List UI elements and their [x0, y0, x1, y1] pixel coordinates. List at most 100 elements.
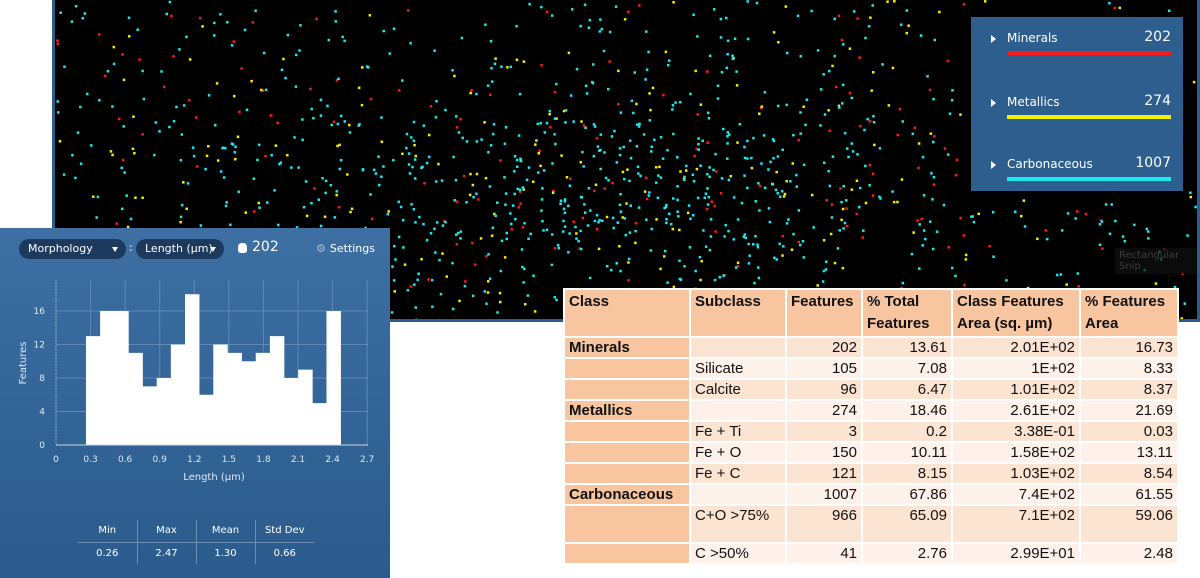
particle-dot: [665, 221, 668, 225]
metric-dropdown[interactable]: Length (µm): [136, 239, 224, 259]
histogram-bar[interactable]: [142, 386, 158, 445]
histogram-bar[interactable]: [326, 311, 341, 445]
histogram-bar[interactable]: [185, 294, 200, 445]
particle-dot: [864, 201, 868, 205]
particle-dot: [98, 98, 101, 102]
particle-dot: [491, 226, 495, 230]
particle-dot: [751, 243, 755, 246]
particle-dot: [693, 154, 696, 158]
particle-dot: [518, 92, 522, 96]
particle-dot: [175, 105, 178, 109]
histogram-bar[interactable]: [114, 311, 129, 445]
particle-dot: [380, 116, 383, 119]
particle-dot: [630, 99, 634, 103]
cell-pct-area: 61.55: [1081, 485, 1177, 504]
cell-area: 1.58E+02: [953, 443, 1079, 462]
particle-dot: [785, 222, 789, 225]
histogram-bar[interactable]: [85, 336, 101, 445]
particle-dot: [759, 106, 763, 110]
particle-dot: [951, 89, 954, 92]
particle-dot: [519, 190, 522, 194]
histogram-bar[interactable]: [128, 352, 143, 445]
histogram-bar[interactable]: [227, 352, 242, 445]
histogram-bar[interactable]: [255, 352, 271, 445]
particle-dot: [503, 256, 507, 259]
particle-dot: [81, 17, 85, 20]
particle-dot: [988, 244, 991, 248]
particle-dot: [928, 220, 932, 223]
particle-dot: [833, 17, 836, 21]
particle-dot: [515, 58, 519, 62]
particle-dot: [599, 167, 602, 171]
histogram-bar[interactable]: [156, 378, 172, 445]
particle-dot: [583, 211, 587, 214]
histogram-bar[interactable]: [298, 369, 313, 445]
histogram-bar[interactable]: [241, 361, 257, 445]
particle-dot: [487, 151, 490, 154]
histogram-chart: 0 0.3 0.6 0.9 1.2 1.5 1.8 2.1 2.4 2.7 0 4 8 12 16 Leng…: [18, 280, 374, 483]
histogram-bar[interactable]: [284, 378, 299, 445]
expand-arrow-icon[interactable]: [991, 35, 996, 43]
particle-dot: [348, 123, 351, 127]
particle-dot: [783, 192, 787, 196]
particle-dot: [471, 241, 474, 245]
particle-dot: [1146, 230, 1150, 233]
particle-dot: [513, 155, 517, 158]
particle-dot: [911, 132, 915, 136]
particle-dot: [712, 8, 716, 11]
category-dropdown[interactable]: Morphology: [19, 239, 126, 259]
separator: :: [129, 241, 133, 254]
stats-table: Min Max Mean Std Dev 0.26 2.47 1.30 0.66: [78, 520, 314, 564]
histogram-bar[interactable]: [199, 394, 214, 445]
particle-dot: [1044, 229, 1048, 232]
histogram-bar[interactable]: [213, 344, 228, 446]
particle-dot: [705, 207, 709, 211]
cell-class: Minerals: [565, 338, 689, 357]
particle-dot: [758, 184, 762, 188]
particle-dot: [348, 131, 352, 134]
expand-arrow-icon[interactable]: [991, 161, 996, 169]
x-tick-label: 0.9: [153, 455, 168, 465]
particle-dot: [364, 226, 367, 230]
histogram-bar[interactable]: [170, 344, 186, 446]
particle-dot: [454, 178, 458, 182]
histogram-bar[interactable]: [269, 336, 285, 445]
particle-dot: [391, 265, 394, 268]
particle-dot: [692, 180, 696, 183]
cell-pct-area: 8.54: [1081, 464, 1177, 483]
particle-dot: [85, 92, 89, 96]
particle-dot: [834, 85, 838, 89]
particle-dot: [548, 112, 551, 116]
particle-dot: [304, 180, 308, 183]
particle-dot: [840, 38, 844, 42]
settings-button[interactable]: ⚙ Settings: [316, 242, 375, 255]
particle-dot: [699, 103, 703, 106]
particle-dot: [531, 180, 535, 184]
particle-dot: [893, 0, 896, 3]
particle-dot: [112, 45, 116, 49]
histogram-bar[interactable]: [100, 311, 115, 445]
particle-dot: [743, 156, 747, 160]
particle-dot: [723, 235, 726, 238]
particle-dot: [178, 48, 181, 51]
particle-dot: [607, 179, 610, 182]
particle-dot: [870, 89, 873, 92]
particle-dot: [676, 156, 679, 159]
particle-dot: [841, 83, 845, 87]
table-row: Fe + O 150 10.11 1.58E+02 13.11: [565, 443, 1177, 462]
particle-dot: [523, 221, 526, 225]
particle-dot: [172, 55, 175, 58]
particle-dot: [742, 235, 746, 239]
column-header: Features: [787, 290, 861, 336]
particle-dot: [1147, 237, 1150, 240]
expand-arrow-icon[interactable]: [991, 99, 996, 107]
histogram-bar[interactable]: [312, 403, 327, 445]
particle-dot: [309, 87, 312, 91]
particle-dot: [429, 231, 433, 235]
particle-dot: [221, 146, 225, 150]
particle-dot: [535, 139, 538, 142]
particle-dot: [170, 14, 173, 18]
particle-dot: [305, 214, 309, 218]
particle-dot: [463, 284, 467, 288]
particle-dot: [1101, 247, 1104, 250]
